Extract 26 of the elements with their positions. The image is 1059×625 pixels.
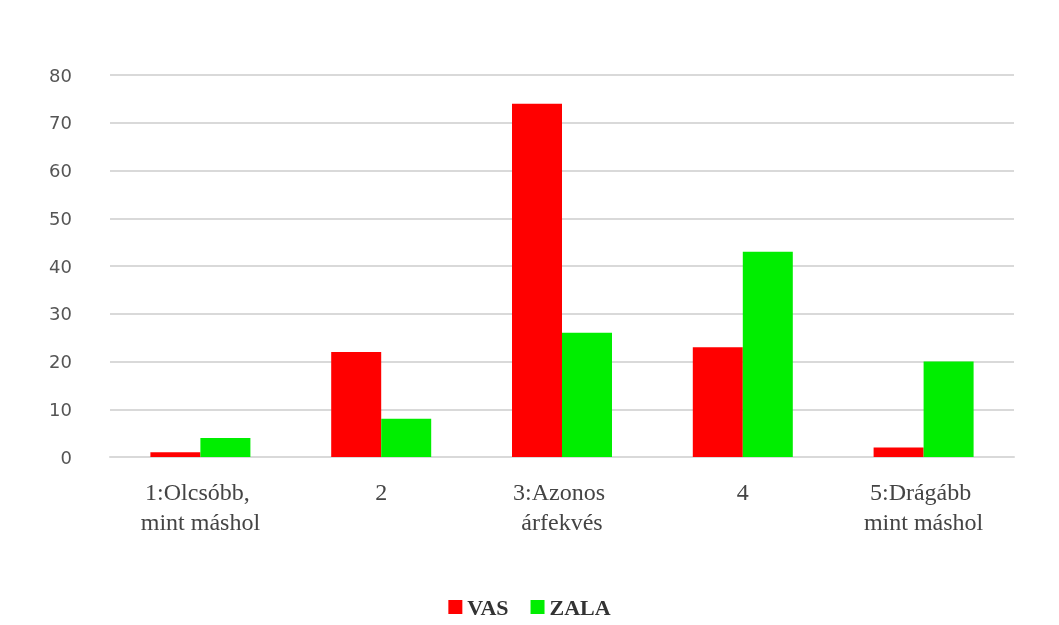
y-tick-label: 10 [49, 398, 72, 420]
x-tick-label: 3:Azonos árfekvés [513, 479, 611, 535]
y-tick-label: 60 [49, 160, 72, 181]
bar [512, 103, 562, 457]
y-tick-label: 40 [49, 255, 72, 277]
bar [150, 452, 201, 457]
bar [381, 418, 432, 457]
x-tick-label: 4 [736, 479, 749, 505]
y-tick-label: 0 [60, 446, 72, 468]
bar [923, 361, 974, 457]
x-tick-label: 5:Drágább mint máshol [863, 479, 984, 535]
legend-label: VAS [467, 594, 509, 620]
bar [562, 332, 612, 457]
bar [200, 437, 251, 457]
bar [692, 347, 743, 457]
bar [742, 251, 793, 457]
y-tick-label: 50 [49, 207, 72, 229]
x-tick-label: 2 [375, 479, 388, 505]
bar [331, 351, 382, 457]
bar [873, 447, 924, 457]
legend-label: ZALA [549, 594, 611, 620]
x-tick-label: 1:Olcsóbb, mint máshol [140, 479, 261, 535]
y-tick-label: 80 [49, 64, 72, 86]
y-tick-label: 30 [49, 303, 72, 325]
y-tick-label: 20 [49, 351, 72, 372]
y-tick-label: 70 [49, 112, 72, 134]
